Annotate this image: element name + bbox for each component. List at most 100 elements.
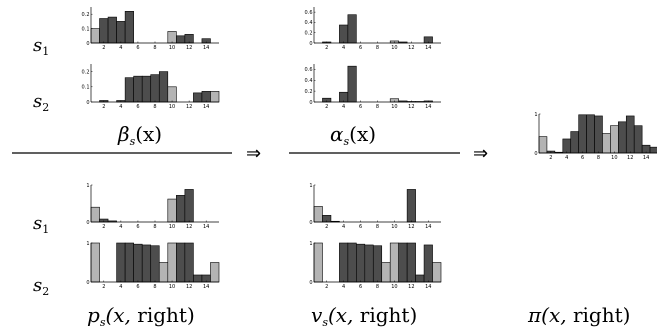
bar-pi_right-15 [649, 146, 657, 154]
bar-p_s2-7 [141, 244, 152, 283]
xtick-label-pi_right-10: 10 [611, 155, 617, 161]
bar-v_s2-10 [389, 242, 399, 283]
xtick-label-beta_s1-12: 12 [186, 45, 192, 51]
bar-p_s2-11 [176, 242, 186, 283]
xtick-label-alpha_s2-4: 4 [342, 104, 345, 110]
xtick-label-v_s2-12: 12 [408, 284, 414, 290]
row-label-top-s1: s1 [33, 35, 49, 58]
bar-pi_right-4 [562, 138, 572, 154]
xtick-label-pi_right-14: 14 [643, 155, 649, 161]
ytick-label-pi_right-0: 0 [534, 151, 537, 157]
chart-v-s2: 2 4 6 8 10 12 14 0 1 [309, 241, 442, 290]
xtick-label-alpha_s2-10: 10 [391, 104, 397, 110]
ytick-label-p_s2-0: 0 [86, 280, 89, 286]
caption-p-right: ps(x, right) [87, 303, 195, 329]
bar-pi_right-13 [633, 125, 643, 154]
bar-beta_s2-5 [124, 77, 134, 103]
xtick-label-p_s2-4: 4 [119, 284, 122, 290]
bar-v_s2-5 [347, 242, 357, 283]
bar-p_s2-10 [167, 242, 177, 283]
bar-v_s1-1 [313, 206, 323, 223]
bar-beta_s2-14 [201, 91, 211, 103]
bar-p_s2-9 [158, 262, 169, 283]
ytick-label-beta_s1-0: 0 [86, 41, 89, 47]
bar-p_s2-12 [184, 242, 194, 283]
xtick-label-pi_right-2: 2 [549, 155, 552, 161]
xtick-label-p_s2-2: 2 [102, 284, 105, 290]
bar-v_s2-13 [415, 274, 425, 283]
bar-p_s2-1 [90, 242, 100, 283]
xtick-label-pi_right-12: 12 [627, 155, 633, 161]
xtick-label-beta_s2-6: 6 [136, 104, 139, 110]
ytick-label-alpha_s2-0.4: 0.4 [305, 78, 313, 84]
bar-p_s2-8 [150, 245, 160, 283]
xtick-label-alpha_s2-2: 2 [325, 104, 328, 110]
bar-alpha_s1-5 [347, 14, 357, 44]
row-label-bot-s2: s2 [33, 275, 49, 298]
ytick-label-alpha_s2-0.2: 0.2 [305, 89, 313, 95]
bar-v_s2-7 [364, 244, 374, 283]
xtick-label-p_s1-14: 14 [203, 224, 209, 230]
ytick-label-beta_s1-0.2: 0.2 [82, 12, 90, 18]
ytick-label-alpha_s1-0.6: 0.6 [305, 10, 313, 16]
caption-v-right: vs(x, right) [311, 303, 417, 329]
xtick-label-v_s1-12: 12 [408, 224, 414, 230]
xtick-label-beta_s1-2: 2 [102, 45, 105, 51]
xtick-label-p_s2-12: 12 [186, 284, 192, 290]
ytick-label-p_s2-1: 1 [86, 241, 89, 247]
ytick-label-alpha_s1-0.2: 0.2 [305, 31, 313, 37]
xtick-label-alpha_s2-8: 8 [376, 104, 379, 110]
xtick-label-p_s1-2: 2 [102, 224, 105, 230]
chart-v-s1: 2 4 6 8 10 12 14 0 1 [309, 183, 441, 230]
bar-beta_s1-1 [90, 28, 100, 44]
xtick-label-v_s1-14: 14 [425, 224, 431, 230]
bar-pi_right-11 [618, 121, 627, 154]
bar-beta_s2-13 [193, 92, 203, 103]
bar-pi_right-1 [538, 136, 548, 154]
bar-v_s2-1 [313, 242, 323, 283]
bar-beta_s2-15 [210, 91, 220, 103]
bar-beta_s1-3 [107, 16, 117, 44]
xtick-label-alpha_s2-12: 12 [408, 104, 414, 110]
bar-beta_s1-5 [124, 11, 134, 44]
xtick-label-p_s1-10: 10 [169, 224, 175, 230]
bar-v_s2-4 [339, 242, 349, 283]
implies-arrow-2: ⇒ [473, 143, 488, 164]
row-label-top-s2: s2 [33, 91, 49, 114]
bar-p_s2-4 [116, 242, 126, 283]
xtick-label-v_s2-6: 6 [359, 284, 362, 290]
bar-pi_right-8 [594, 115, 603, 154]
bar-beta_s1-11 [176, 35, 186, 44]
bar-v_s2-9 [381, 262, 391, 283]
bar-v_s2-8 [372, 245, 383, 283]
xtick-label-beta_s2-4: 4 [119, 104, 122, 110]
chart-beta-s2: 2 4 6 8 10 12 14 0 0.1 0.2 [82, 64, 220, 110]
ytick-label-alpha_s1-0.4: 0.4 [305, 20, 313, 26]
bar-beta_s2-7 [141, 75, 152, 103]
bar-v_s2-12 [406, 242, 416, 283]
ytick-label-v_s1-1: 1 [309, 183, 312, 189]
xtick-label-beta_s2-8: 8 [153, 104, 156, 110]
ytick-label-alpha_s2-0: 0 [309, 100, 312, 106]
xtick-label-alpha_s1-14: 14 [425, 45, 431, 51]
xtick-label-p_s1-4: 4 [119, 224, 122, 230]
xtick-label-beta_s2-10: 10 [169, 104, 175, 110]
bar-p_s2-15 [210, 262, 220, 283]
xtick-label-v_s1-4: 4 [342, 224, 345, 230]
bar-beta_s1-4 [116, 21, 126, 44]
xtick-label-p_s2-10: 10 [169, 284, 175, 290]
xtick-label-alpha_s1-10: 10 [391, 45, 397, 51]
ytick-label-beta_s2-0.2: 0.2 [82, 69, 90, 75]
xtick-label-v_s1-2: 2 [325, 224, 328, 230]
bar-pi_right-12 [625, 115, 635, 154]
chart-alpha-s1: 2 4 6 8 10 12 14 0 0.2 0.4 0.6 [305, 7, 441, 51]
xtick-label-beta_s2-12: 12 [186, 104, 192, 110]
implies-arrow-1: ⇒ [246, 143, 261, 164]
xtick-label-alpha_s2-6: 6 [359, 104, 362, 110]
ytick-label-v_s2-0: 0 [309, 280, 312, 286]
xtick-label-beta_s1-14: 14 [203, 45, 209, 51]
chart-p-s1: 2 4 6 8 10 12 14 0 1 [86, 183, 219, 230]
bar-v_s1-12 [406, 189, 416, 223]
bar-pi_right-7 [586, 114, 595, 154]
xtick-label-beta_s1-10: 10 [169, 45, 175, 51]
